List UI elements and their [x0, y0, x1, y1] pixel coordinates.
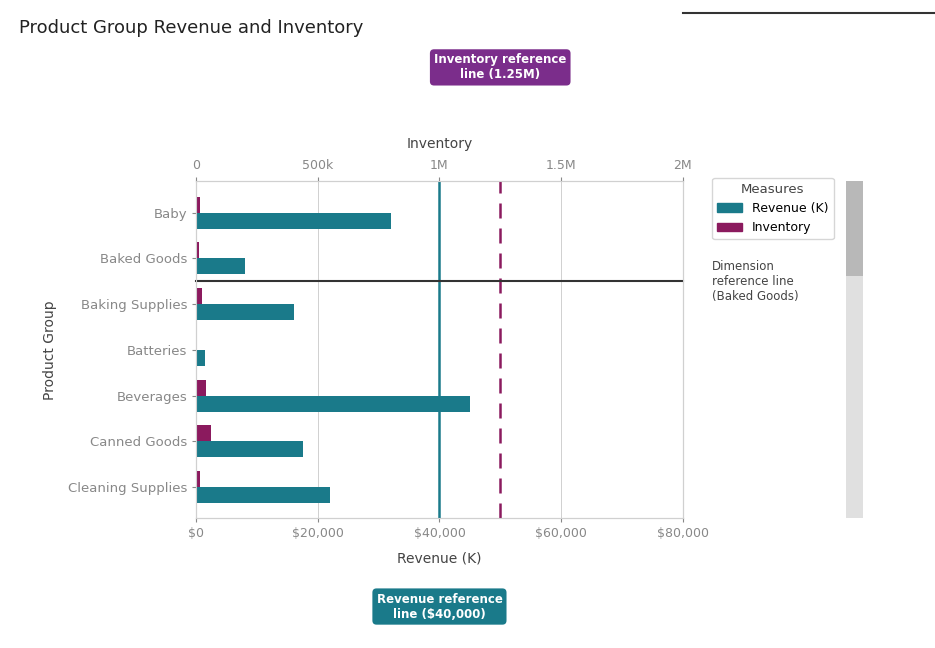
Bar [196, 350, 206, 366]
Bar [196, 396, 469, 411]
Bar [196, 304, 294, 320]
Bar [196, 441, 303, 457]
Bar [196, 380, 207, 396]
Text: Revenue reference
line ($40,000): Revenue reference line ($40,000) [377, 592, 502, 621]
Legend: Revenue (K), Inventory: Revenue (K), Inventory [712, 178, 834, 240]
X-axis label: Revenue (K): Revenue (K) [397, 551, 482, 566]
Bar [196, 242, 199, 259]
Text: Inventory reference
line (1.25M): Inventory reference line (1.25M) [434, 53, 567, 82]
Bar [196, 487, 330, 503]
Bar [846, 181, 863, 276]
Bar [196, 259, 245, 275]
Text: Product Group Revenue and Inventory: Product Group Revenue and Inventory [19, 19, 363, 38]
X-axis label: Inventory: Inventory [407, 137, 472, 151]
Bar [196, 197, 199, 213]
Bar [196, 425, 211, 441]
Bar [196, 471, 200, 487]
Text: Dimension
reference line
(Baked Goods): Dimension reference line (Baked Goods) [712, 260, 798, 303]
Bar [196, 288, 202, 304]
Y-axis label: Product Group: Product Group [43, 300, 57, 400]
Bar [196, 213, 391, 229]
